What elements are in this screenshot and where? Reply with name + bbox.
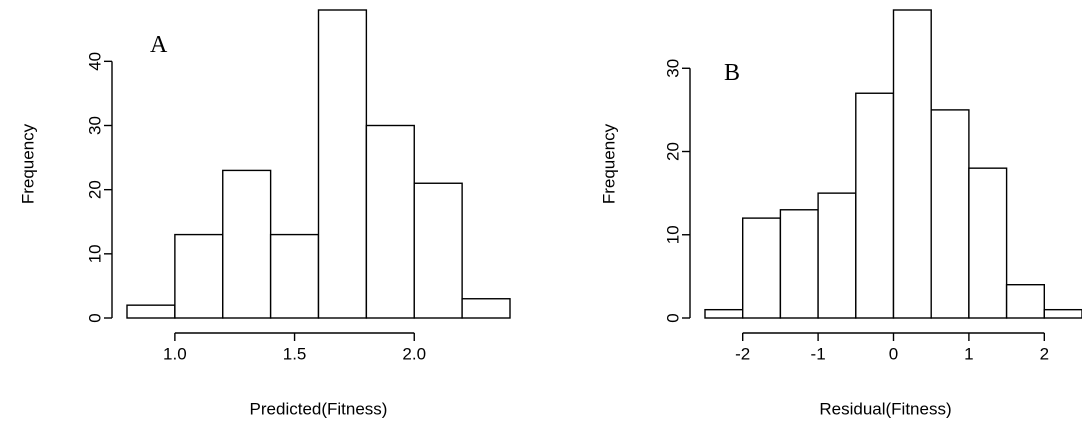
histogram-bar xyxy=(779,209,819,319)
y-tick-label: 20 xyxy=(664,142,683,161)
y-tick-label: 10 xyxy=(664,225,683,244)
histogram-bar xyxy=(855,92,895,319)
x-tick-label: -2 xyxy=(735,345,750,364)
x-axis-title: Predicted(Fitness) xyxy=(250,400,388,419)
histogram-bar xyxy=(461,298,511,319)
histogram-bar xyxy=(968,167,1008,319)
y-axis-title: Frequency xyxy=(19,123,38,204)
histogram-bar xyxy=(1043,308,1082,319)
x-tick-label: 2 xyxy=(1040,345,1049,364)
histogram-panel-b: 0 10 20 30 -2 -1 0 1 2 Residual(Fitness) Frequency… xyxy=(600,9,1082,419)
y-tick-label: 40 xyxy=(86,52,105,71)
histogram-bar xyxy=(222,169,272,319)
x-tick-label: 1.0 xyxy=(163,345,187,364)
histogram-bar xyxy=(930,109,970,319)
histogram-bar xyxy=(704,308,744,319)
y-tick-label: 30 xyxy=(86,116,105,135)
x-tick-label: 1 xyxy=(964,345,973,364)
histogram-panel-a: 0 10 20 30 40 1.0 1.5 2.0 Predicted(Fitness) Freq… xyxy=(19,9,511,419)
x-tick-label: 2.0 xyxy=(402,345,426,364)
x-tick-label: 1.5 xyxy=(283,345,307,364)
y-axis-title: Frequency xyxy=(600,123,619,204)
y-tick-label: 0 xyxy=(664,313,683,322)
histogram-bar xyxy=(413,182,463,319)
histogram-bar xyxy=(317,9,368,319)
y-tick-label: 0 xyxy=(86,313,105,322)
histogram-bar xyxy=(269,233,320,319)
y-tick-label: 20 xyxy=(86,180,105,199)
histogram-bar xyxy=(126,304,176,319)
y-tick-label: 10 xyxy=(86,244,105,263)
histogram-bar xyxy=(892,9,932,319)
histogram-bar xyxy=(365,124,415,319)
histogram-bar xyxy=(174,233,224,319)
histogram-bar xyxy=(817,192,857,319)
x-axis-title: Residual(Fitness) xyxy=(819,400,951,419)
histogram-bar xyxy=(742,217,782,319)
y-tick-label: 30 xyxy=(664,59,683,78)
panel-letter: B xyxy=(724,60,740,86)
histogram-bar xyxy=(1005,284,1045,319)
x-tick-label: -1 xyxy=(811,345,826,364)
x-tick-label: 0 xyxy=(889,345,898,364)
panel-letter: A xyxy=(150,32,168,58)
